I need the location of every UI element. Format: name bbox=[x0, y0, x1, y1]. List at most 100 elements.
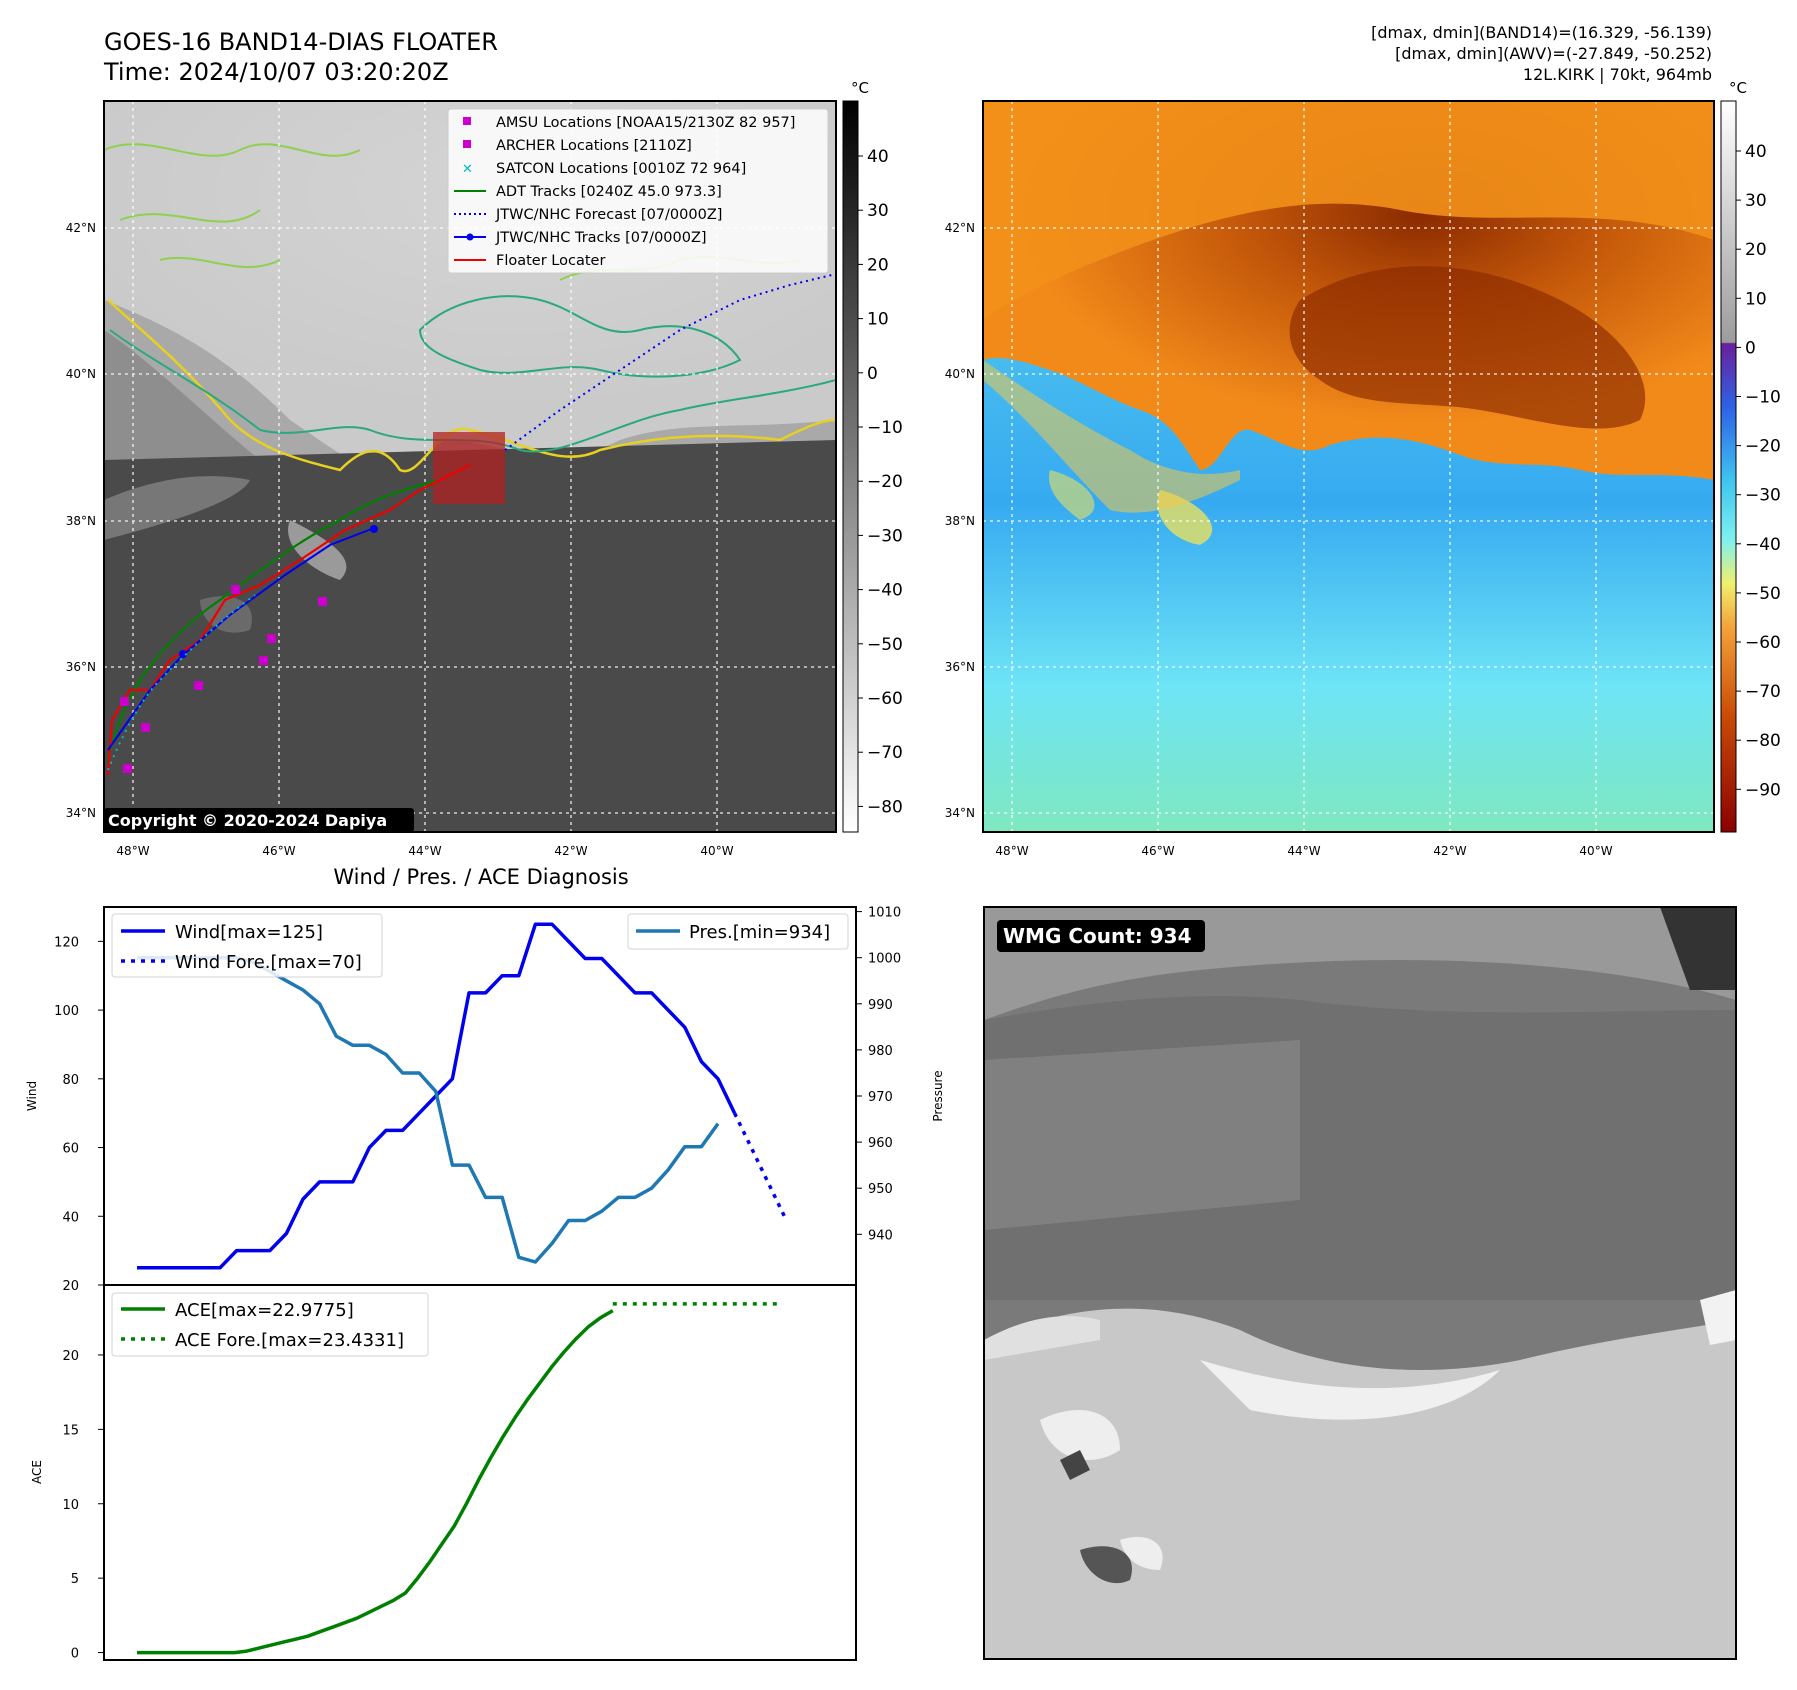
legend-amsu: AMSU Locations [NOAA15/2130Z 82 957] bbox=[496, 115, 795, 131]
ace-legend: ACE[max=22.9775] ACE Fore.[max=23.4331] bbox=[111, 1292, 429, 1357]
ace-chart: 0 5 10 15 20 ACE ACE[max=22.9775] ACE Fore.[… bbox=[30, 1284, 857, 1662]
ir-colorbar-tick-label: 30 bbox=[867, 201, 889, 221]
lon-label: 44°W bbox=[408, 844, 441, 858]
legend-wind-forecast: Wind Fore.[max=70] bbox=[175, 952, 362, 973]
pressure-y-tick-label: 1010 bbox=[868, 906, 901, 921]
enhanced-colorbar-tick-label: 40 bbox=[1745, 142, 1767, 162]
ir-map-lat-labels: 42°N 40°N 38°N 36°N 34°N bbox=[66, 221, 96, 820]
enhanced-colorbar-tick-label: −30 bbox=[1745, 486, 1781, 506]
lat-label: 36°N bbox=[66, 660, 96, 674]
copyright-box bbox=[104, 808, 414, 832]
lat-label: 42°N bbox=[66, 221, 96, 235]
ir-colorbar: °C 40 30 20 10 0 −10 −20 −30 −40 −50 −60 −70 −80 bbox=[842, 79, 903, 833]
ir-map-lon-labels: 48°W 46°W 44°W 42°W 40°W bbox=[116, 844, 733, 858]
jtwc-track bbox=[107, 527, 375, 751]
lon-label: 42°W bbox=[1433, 844, 1466, 858]
legend-satcon: SATCON Locations [0010Z 72 964] bbox=[496, 161, 746, 177]
ir-colorbar-tick-label: 20 bbox=[867, 255, 889, 275]
pressure-y-tick-label: 980 bbox=[868, 1044, 893, 1059]
wind-y-tick-label: 120 bbox=[54, 935, 79, 950]
ir-colorbar-tick-label: −10 bbox=[867, 418, 903, 438]
enhanced-colorbar-tick-label: 20 bbox=[1745, 240, 1767, 260]
ir-colorbar-tick-label: −20 bbox=[867, 472, 903, 492]
enhanced-colorbar-unit: °C bbox=[1729, 79, 1747, 97]
lon-label: 48°W bbox=[116, 844, 149, 858]
wmg-panel: WMG Count: 934 bbox=[983, 906, 1737, 1660]
ir-colorbar-tick-label: 0 bbox=[867, 364, 878, 384]
lat-label: 34°N bbox=[66, 806, 96, 820]
lat-label: 42°N bbox=[945, 221, 975, 235]
lat-label: 36°N bbox=[945, 660, 975, 674]
lon-label: 44°W bbox=[1287, 844, 1320, 858]
ace-axis-label: ACE bbox=[30, 1460, 44, 1484]
wind-y-tick-label: 80 bbox=[62, 1073, 79, 1088]
band14-stats: [dmax, dmin](BAND14)=(16.329, -56.139) bbox=[1371, 23, 1712, 42]
legend-pressure: Pres.[min=934] bbox=[689, 922, 830, 943]
ir-colorbar-tick-label: −80 bbox=[867, 797, 903, 817]
color-map-panel: 42°N 40°N 38°N 36°N 34°N 48°W 46°W 44°W … bbox=[945, 100, 1715, 858]
ace-y-tick-label: 15 bbox=[62, 1423, 79, 1438]
svg-text:✕: ✕ bbox=[462, 162, 473, 177]
floater-locater-track bbox=[106, 464, 471, 776]
ace-y-tick-label: 0 bbox=[71, 1647, 79, 1662]
wmg-count-badge bbox=[997, 920, 1205, 952]
amsu-archer-points bbox=[120, 585, 327, 773]
legend-floater: Floater Locater bbox=[496, 253, 605, 269]
lat-label: 40°N bbox=[66, 367, 96, 381]
legend-adt: ADT Tracks [0240Z 45.0 973.3] bbox=[496, 184, 722, 200]
legend-jtwc-forecast: JTWC/NHC Forecast [07/0000Z] bbox=[495, 207, 722, 223]
ace-y-tick-label: 10 bbox=[62, 1498, 79, 1513]
legend-jtwc-tracks: JTWC/NHC Tracks [07/0000Z] bbox=[495, 230, 707, 246]
lat-label: 38°N bbox=[66, 514, 96, 528]
wind-legend: Wind[max=125] Wind Fore.[max=70] bbox=[111, 913, 383, 978]
enhanced-colorbar-tick-label: −50 bbox=[1745, 584, 1781, 604]
enhanced-colorbar-tick-label: 10 bbox=[1745, 289, 1767, 309]
pressure-y-tick-label: 970 bbox=[868, 1090, 893, 1105]
awv-stats: [dmax, dmin](AWV)=(-27.849, -50.252) bbox=[1395, 44, 1712, 63]
ace-y-tick-label: 20 bbox=[62, 1349, 79, 1364]
enhanced-colorbar: °C 40 30 20 10 0 −10 −20 −30 −40 −50 −60 −70 −80 −90 bbox=[1720, 79, 1781, 833]
lon-label: 42°W bbox=[554, 844, 587, 858]
figure-time: Time: 2024/10/07 03:20:20Z bbox=[103, 58, 449, 86]
floater-box bbox=[433, 432, 505, 504]
ir-map-panel: AMSU Locations [NOAA15/2130Z 82 957] ARC… bbox=[66, 100, 837, 858]
wind-y-tick-label: 60 bbox=[62, 1142, 79, 1157]
enhanced-colorbar-tick-label: −40 bbox=[1745, 535, 1781, 555]
pressure-legend: Pres.[min=934] bbox=[627, 913, 849, 950]
enhanced-colorbar-tick-label: 0 bbox=[1745, 338, 1756, 358]
ace-series-line bbox=[137, 1309, 614, 1655]
enhanced-colorbar-tick-label: 30 bbox=[1745, 191, 1767, 211]
lon-label: 46°W bbox=[262, 844, 295, 858]
figure-title: GOES-16 BAND14-DIAS FLOATER bbox=[104, 28, 498, 56]
enhanced-colorbar-tick-label: −80 bbox=[1745, 731, 1781, 751]
diagnosis-title: Wind / Pres. / ACE Diagnosis bbox=[333, 865, 628, 889]
legend-ace-forecast: ACE Fore.[max=23.4331] bbox=[175, 1330, 404, 1351]
ir-colorbar-unit: °C bbox=[851, 79, 869, 97]
pressure-y-tick-label: 960 bbox=[868, 1136, 893, 1151]
enhanced-colorbar-tick-label: −10 bbox=[1745, 388, 1781, 408]
color-map-lon-labels: 48°W 46°W 44°W 42°W 40°W bbox=[995, 844, 1612, 858]
ir-colorbar-tick-label: −70 bbox=[867, 743, 903, 763]
pressure-y-tick-label: 950 bbox=[868, 1182, 893, 1197]
pressure-axis-label: Pressure bbox=[931, 1070, 945, 1121]
pressure-y-tick-label: 940 bbox=[868, 1228, 893, 1243]
pressure-y-tick-label: 1000 bbox=[868, 952, 901, 967]
ir-colorbar-tick-label: −30 bbox=[867, 526, 903, 546]
lon-label: 46°W bbox=[1141, 844, 1174, 858]
pressure-y-tick-label: 990 bbox=[868, 998, 893, 1013]
lon-label: 40°W bbox=[1579, 844, 1612, 858]
lat-label: 40°N bbox=[945, 367, 975, 381]
storm-summary: 12L.KIRK | 70kt, 964mb bbox=[1523, 65, 1712, 84]
legend-wind: Wind[max=125] bbox=[175, 922, 323, 943]
wind-y-tick-label: 100 bbox=[54, 1004, 79, 1019]
enhanced-colorbar-tick-label: −20 bbox=[1745, 437, 1781, 457]
copyright-label: Copyright © 2020-2024 Dapiya bbox=[108, 811, 387, 830]
enhanced-colorbar-tick-label: −90 bbox=[1745, 780, 1781, 800]
lon-label: 48°W bbox=[995, 844, 1028, 858]
jtwc-forecast-track bbox=[504, 273, 836, 451]
enhanced-colorbar-tick-label: −70 bbox=[1745, 682, 1781, 702]
lat-label: 38°N bbox=[945, 514, 975, 528]
legend-ace: ACE[max=22.9775] bbox=[175, 1300, 354, 1321]
lat-label: 34°N bbox=[945, 806, 975, 820]
